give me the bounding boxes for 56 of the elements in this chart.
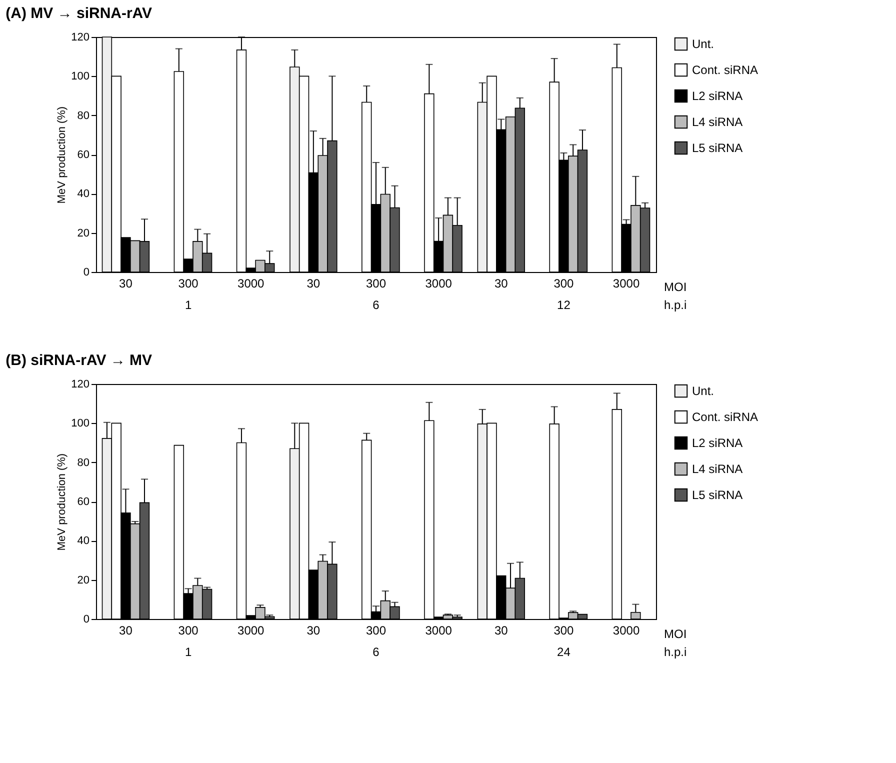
x-tick-label: 3000 — [612, 276, 640, 290]
chart-title: (A) MV → siRNA-rAV — [6, 5, 152, 22]
y-tick-label: 0 — [83, 614, 90, 626]
y-tick-label: 40 — [77, 535, 90, 548]
legend-label: Cont. siRNA — [692, 410, 758, 424]
x-tick-label: 3000 — [425, 276, 452, 290]
text: MOI — [664, 280, 687, 294]
x-tick-label: 300 — [366, 276, 386, 290]
y-axis-title: MeV production (%) — [56, 453, 68, 551]
y-tick-label: 60 — [77, 149, 90, 161]
text: 1 — [184, 298, 192, 312]
text: 1 — [184, 645, 192, 659]
legend-label: L2 siRNA — [692, 89, 743, 103]
legend-label: L2 siRNA — [692, 436, 743, 450]
y-tick-label: 80 — [77, 110, 90, 122]
y-tick-label: 120 — [71, 32, 90, 44]
y-tick-label: 60 — [77, 496, 90, 508]
x-tick-label: 30 — [494, 276, 508, 290]
y-tick-label: 80 — [77, 456, 90, 469]
chart-title: (B) siRNA-rAV → MV — [6, 352, 152, 369]
x-tick-label: 300 — [366, 624, 386, 638]
text: 24 — [557, 645, 571, 659]
x-tick-label: 30 — [306, 624, 320, 638]
x-tick-label: 3000 — [238, 276, 265, 290]
text: h.p.i — [664, 298, 687, 312]
y-axis-title: MeV production (%) — [56, 106, 68, 204]
y-tick-label: 100 — [71, 418, 90, 430]
text: 12 — [557, 298, 571, 312]
x-tick-label: 300 — [178, 276, 199, 290]
x-tick-label: 30 — [494, 624, 508, 638]
x-tick-label: 3000 — [612, 624, 640, 638]
x-tick-label: 300 — [178, 624, 199, 638]
y-tick-label: 0 — [83, 266, 90, 278]
legend-label: L4 siRNA — [692, 462, 743, 476]
y-tick-label: 100 — [71, 70, 90, 83]
text: h.p.i — [664, 645, 687, 659]
legend-label: L5 siRNA — [692, 488, 743, 502]
x-tick-label: 3000 — [238, 624, 265, 638]
legend-label: Cont. siRNA — [692, 63, 758, 77]
legend-label: Unt. — [692, 37, 714, 51]
x-tick-label: 30 — [306, 276, 320, 290]
text: 6 — [372, 298, 380, 312]
x-tick-label: 3000 — [425, 624, 452, 638]
legend-label: L5 siRNA — [692, 141, 743, 155]
y-tick-label: 120 — [71, 378, 90, 390]
x-tick-label: 30 — [119, 276, 133, 290]
y-tick-label: 20 — [77, 227, 90, 240]
text: 6 — [372, 645, 380, 659]
y-tick-label: 20 — [77, 574, 90, 586]
legend-label: L4 siRNA — [692, 115, 743, 129]
x-tick-label: 30 — [119, 624, 133, 638]
legend-label: Unt. — [692, 384, 714, 398]
y-tick-label: 40 — [77, 188, 90, 200]
text: MOI — [664, 627, 687, 641]
x-tick-label: 300 — [554, 624, 574, 638]
x-tick-label: 300 — [554, 276, 574, 290]
